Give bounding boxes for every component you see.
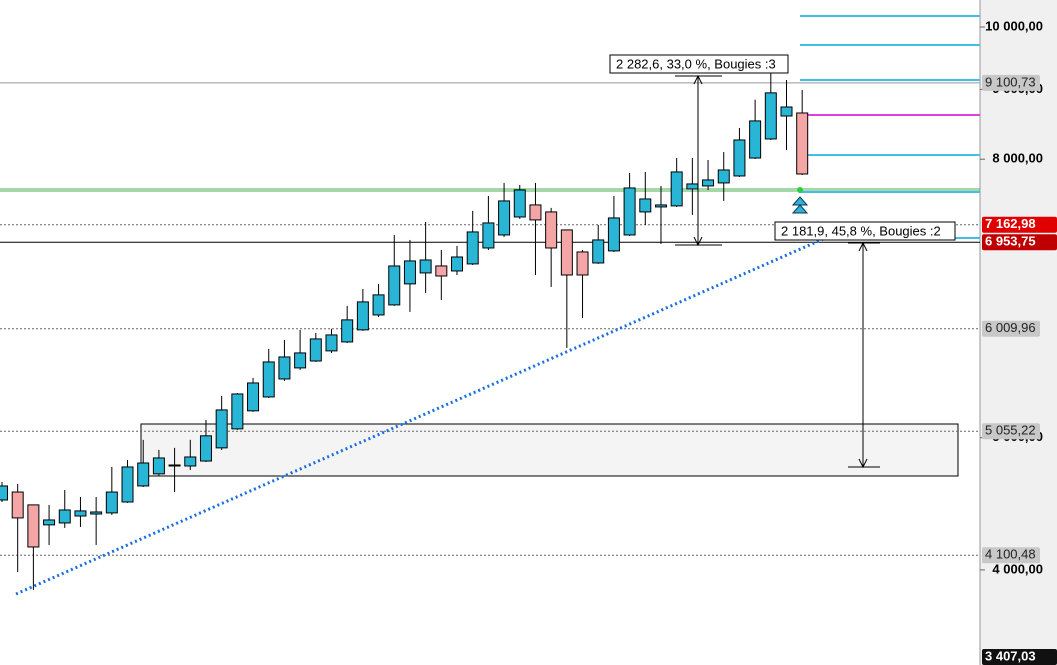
candle-body xyxy=(592,239,605,264)
candle-body xyxy=(498,200,511,236)
candle-body xyxy=(639,198,652,213)
candle-body xyxy=(623,187,636,236)
price-badge xyxy=(982,649,1057,665)
price-badge xyxy=(982,74,1040,91)
price-badge-label: 4 100,48 xyxy=(985,547,1036,562)
candle-body xyxy=(278,356,291,380)
candle-body xyxy=(294,352,307,369)
candle-body xyxy=(341,319,354,343)
price-badge-label: 6 953,75 xyxy=(985,234,1036,249)
candle-body xyxy=(372,294,385,316)
candle-body xyxy=(262,361,275,398)
measure-2: 2 181,9, 45,8 %, Bougies :2 xyxy=(774,221,956,469)
candle-body xyxy=(90,511,103,515)
candle-body xyxy=(607,217,620,252)
candle-body xyxy=(325,334,338,352)
candle-body xyxy=(733,139,746,177)
candle-body xyxy=(74,510,87,517)
annotation: 2 181,9, 45,8 %, Bougies :2 xyxy=(781,223,941,238)
candle-body xyxy=(513,189,526,218)
candle-body xyxy=(654,204,667,208)
annotation-box xyxy=(774,221,956,241)
candle-body xyxy=(717,169,730,184)
candle-body xyxy=(560,229,573,276)
candle-body xyxy=(403,260,416,285)
signal-dot xyxy=(797,187,803,193)
price-badge xyxy=(982,216,1057,233)
candle-body xyxy=(529,204,542,221)
candle-body xyxy=(137,462,150,487)
annotation-box xyxy=(609,54,789,74)
candle-body xyxy=(184,456,197,467)
y-tick-label: 10 000,00 xyxy=(985,18,1043,33)
candle-body xyxy=(451,256,464,272)
candle-body xyxy=(419,259,432,274)
arrow-head xyxy=(693,74,703,247)
candle-body xyxy=(466,231,479,265)
candle-body xyxy=(670,171,683,207)
candle-body xyxy=(152,457,165,475)
candle-body xyxy=(576,251,589,276)
trend-line xyxy=(15,234,831,596)
price-badge xyxy=(982,320,1040,337)
candle-body xyxy=(764,92,777,140)
candle-body xyxy=(215,409,228,449)
price-axis: 10 000,009 000,008 000,005 000,004 000,0… xyxy=(980,18,1057,665)
price-badge xyxy=(982,234,1057,251)
candle-body xyxy=(482,222,495,249)
annotation: 2 282,6, 33,0 %, Bougies :3 xyxy=(616,56,776,71)
candle-body xyxy=(0,485,8,501)
price-badge xyxy=(982,547,1040,564)
candle-body xyxy=(796,112,809,175)
candle-body xyxy=(199,435,212,462)
candle-body xyxy=(309,338,322,362)
price-badge xyxy=(982,423,1040,440)
candle-body xyxy=(780,106,793,117)
zone-box xyxy=(140,423,959,477)
price-badge-label: 5 055,22 xyxy=(985,423,1036,438)
signal-arrows xyxy=(791,196,809,214)
candle-body xyxy=(388,265,401,306)
candle-body xyxy=(702,179,715,187)
signal-icons xyxy=(791,187,809,214)
candle-body xyxy=(686,183,699,190)
candle-body xyxy=(247,382,260,412)
candle-body xyxy=(435,265,448,277)
candle-body xyxy=(43,519,56,526)
candle-body xyxy=(11,491,24,519)
candle-body xyxy=(27,504,40,548)
price-badge-label: 9 100,73 xyxy=(985,74,1036,89)
price-badge-label: 7 162,98 xyxy=(985,216,1036,231)
candle-body xyxy=(168,464,181,467)
candle-body xyxy=(58,509,71,524)
price-badge-label: 3 407,03 xyxy=(985,648,1036,663)
measure-1: 2 282,6, 33,0 %, Bougies :3 xyxy=(609,54,789,247)
candle-body xyxy=(749,120,762,159)
candle-body xyxy=(231,393,244,430)
candle-body xyxy=(356,301,369,331)
level-lines xyxy=(0,15,980,239)
y-tick-label: 4 000,00 xyxy=(992,561,1043,576)
y-tick-label: 8 000,00 xyxy=(992,151,1043,166)
candles xyxy=(0,71,809,590)
arrow-head xyxy=(858,241,868,469)
price-badge-label: 6 009,96 xyxy=(985,320,1036,335)
candle-body xyxy=(105,491,118,514)
candle-body xyxy=(545,211,558,249)
candle-body xyxy=(121,466,134,503)
